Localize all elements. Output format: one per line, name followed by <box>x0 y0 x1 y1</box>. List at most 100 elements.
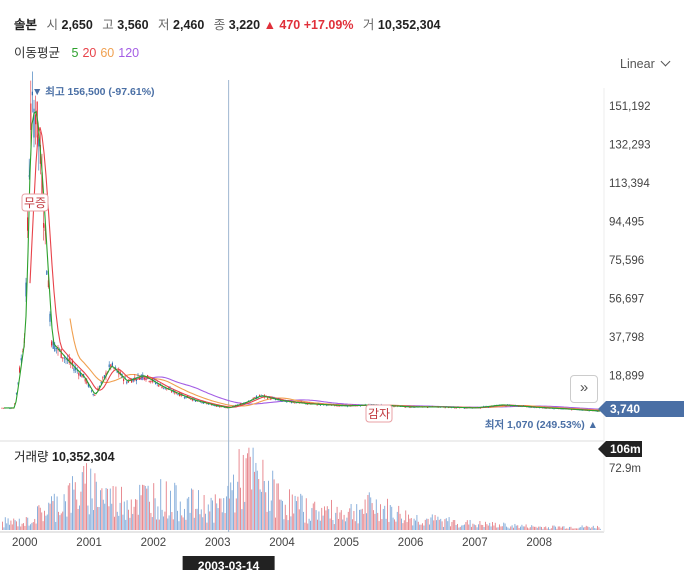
scale-selector[interactable]: Linear <box>620 56 671 71</box>
volume-bar <box>557 526 559 530</box>
volume-bar <box>343 514 345 530</box>
event-bonus-issue-text: 무증 <box>24 196 46 210</box>
candle-body <box>68 358 70 363</box>
volume-bar <box>163 516 164 530</box>
candle-body <box>145 378 147 381</box>
crosshair-date-label: 2003-03-14 <box>198 559 260 570</box>
y-tick-label: 37,798 <box>609 332 644 344</box>
volume-bar <box>119 502 121 530</box>
volume-bar <box>55 521 57 530</box>
volume-bar <box>415 520 416 530</box>
candle-body <box>87 383 89 387</box>
volume-bar <box>74 482 76 530</box>
close-label: 종 <box>213 18 226 32</box>
volume-bar <box>429 524 430 530</box>
ma-period-60[interactable]: 60 <box>100 46 115 60</box>
candle-body <box>201 402 203 404</box>
volume-bar <box>214 494 216 530</box>
volume-bar <box>387 498 388 530</box>
volume-bar <box>410 518 412 530</box>
volume-bar <box>165 481 167 530</box>
volume-bar <box>380 504 381 530</box>
candle-body <box>30 103 32 130</box>
candle-body <box>3 407 5 409</box>
volume-bar <box>436 520 437 530</box>
volume-bar <box>581 525 583 530</box>
volume-bar <box>213 522 215 530</box>
volume-bar <box>556 528 558 530</box>
volume-bar <box>370 497 372 530</box>
ma-period-120[interactable]: 120 <box>118 46 140 60</box>
candle-body <box>110 364 112 368</box>
volume-bar <box>170 490 171 530</box>
volume-bar <box>422 523 423 530</box>
volume-bar <box>188 496 190 530</box>
candle-body <box>99 386 101 388</box>
candle-body <box>31 91 33 96</box>
candle-body <box>214 405 216 407</box>
ma-period-5[interactable]: 5 <box>71 46 79 60</box>
volume-bar <box>52 501 54 530</box>
volume-bar <box>290 516 292 530</box>
volume-bar <box>203 495 205 530</box>
candle-body <box>28 175 30 177</box>
volume-bar <box>37 506 38 530</box>
volume-bar <box>123 501 125 530</box>
volume-bar <box>472 523 474 530</box>
volume-bar <box>135 499 136 530</box>
candle-body <box>116 370 118 373</box>
candle-body <box>267 397 269 399</box>
volume-bar <box>48 502 50 530</box>
volume-bar <box>178 521 180 530</box>
y-tick-label: 56,697 <box>609 293 644 305</box>
candle-body <box>238 405 240 406</box>
volume-bar <box>275 517 276 530</box>
volume-bar <box>16 521 17 530</box>
scroll-right-button[interactable]: » <box>570 375 598 403</box>
candle-body <box>148 381 150 382</box>
volume-bar <box>269 510 271 530</box>
volume-bar <box>417 521 419 530</box>
volume-bar <box>116 511 118 530</box>
event-bonus-issue: 무증 <box>21 193 49 212</box>
x-tick-label: 2001 <box>76 537 102 549</box>
volume-bar <box>367 495 369 530</box>
low-value: 2,460 <box>173 18 205 32</box>
candle-body <box>102 377 104 379</box>
volume-bar <box>30 524 31 530</box>
candle-body <box>105 372 107 377</box>
volume-bar <box>594 528 596 530</box>
volume-bar <box>121 486 122 530</box>
volume-bar <box>571 528 573 530</box>
volume-bar <box>508 528 510 530</box>
volume-bar <box>137 514 139 530</box>
volume-bar <box>319 520 321 530</box>
volume-bar <box>489 522 491 530</box>
volume-bar <box>402 523 404 530</box>
ma5-line <box>4 110 602 412</box>
max-price-label: ▼ 최고 156,500 (-97.61%) <box>32 85 155 98</box>
candle-body <box>113 367 115 369</box>
volume-bar <box>524 526 526 530</box>
candle-body <box>183 397 185 399</box>
volume-bar <box>258 479 260 530</box>
volume-bar <box>20 526 22 530</box>
volume-bar <box>445 518 447 530</box>
candle-body <box>65 358 67 360</box>
volume-bar <box>447 521 449 530</box>
volume-value: 10,352,304 <box>377 18 441 32</box>
volume-bar <box>28 525 30 530</box>
volume-bar <box>182 517 184 530</box>
candle-body <box>129 379 131 381</box>
min-price-label: 최저 1,070 (249.53%) ▲ <box>485 418 598 431</box>
ma-period-20[interactable]: 20 <box>82 46 97 60</box>
volume-bar <box>270 500 272 530</box>
volume-bar <box>548 527 549 530</box>
volume-bar <box>359 509 360 530</box>
volume-bar <box>405 510 407 530</box>
volume-bar <box>200 509 202 530</box>
price-header: 솔본 시 2,650 고 3,560 저 2,460 종 3,220 ▲ 470… <box>14 14 440 33</box>
volume-bars <box>2 447 601 530</box>
candle-body <box>54 344 56 352</box>
